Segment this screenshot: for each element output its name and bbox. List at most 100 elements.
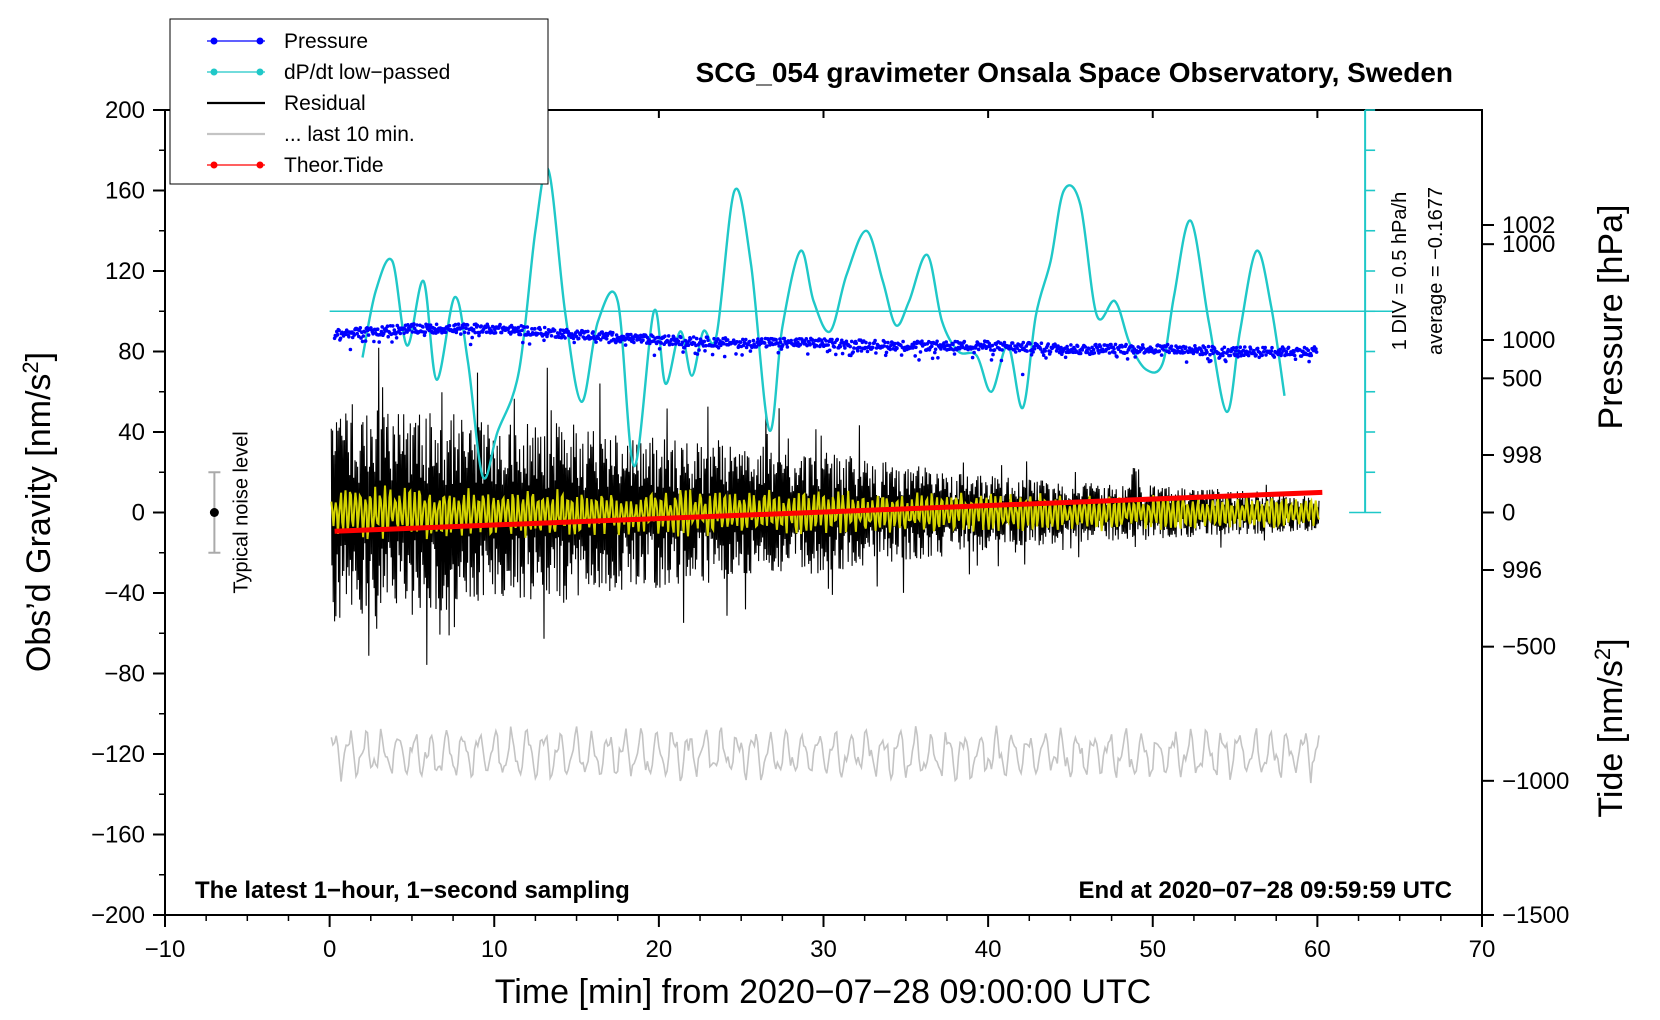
pressure-point	[377, 340, 382, 344]
pressure-point	[1234, 345, 1239, 350]
pressure-tick-label: 998	[1502, 442, 1542, 469]
legend-entries: Pressure dP/dt low−passed Residual ... last…	[207, 30, 450, 177]
pressure-point	[882, 344, 886, 348]
pressure-point	[1192, 350, 1196, 354]
pressure-point	[796, 340, 800, 345]
x-tick-label: 0	[323, 936, 336, 963]
dpdt-line	[361, 166, 1286, 480]
pressure-point	[722, 341, 726, 346]
pressure-point	[914, 345, 918, 350]
pressure-point	[1124, 342, 1128, 347]
residual-series	[330, 347, 1320, 665]
pressure-point	[422, 333, 427, 338]
pressure-point	[827, 348, 832, 353]
pressure-point	[1293, 357, 1298, 362]
pressure-point	[456, 322, 461, 327]
pressure-point	[614, 333, 619, 337]
pressure-point	[681, 350, 685, 354]
pressure-point	[1039, 341, 1044, 346]
pressure-point	[1216, 351, 1221, 355]
pressure-point	[777, 344, 781, 348]
pressure-point	[1087, 347, 1091, 351]
pressure-point	[694, 336, 699, 341]
pressure-point	[1243, 345, 1247, 349]
pressure-point	[477, 333, 481, 338]
pressure-point	[386, 334, 391, 339]
pressure-point	[461, 325, 465, 330]
pressure-tick-label: 1000	[1502, 327, 1555, 354]
pressure-point	[1254, 353, 1258, 357]
pressure-point	[1091, 347, 1096, 352]
pressure-point	[1106, 346, 1111, 351]
pressure-tick-label: 996	[1502, 557, 1542, 584]
dpdt-series	[361, 166, 1286, 480]
pressure-point	[1224, 359, 1228, 364]
pressure-point	[434, 322, 439, 327]
pressure-point	[360, 339, 365, 344]
pressure-point	[848, 344, 852, 349]
pressure-point	[884, 350, 889, 355]
pressure-point	[407, 328, 412, 332]
pressure-point	[680, 340, 685, 345]
pressure-point	[830, 337, 834, 342]
pressure-point	[744, 337, 748, 342]
pressure-point	[1069, 343, 1073, 347]
pressure-point	[563, 336, 567, 340]
residual-smoothed-series	[330, 485, 1320, 540]
legend-label: dP/dt low−passed	[284, 61, 450, 84]
pressure-point	[991, 352, 995, 357]
pressure-point	[536, 331, 540, 336]
pressure-point	[352, 333, 357, 337]
pressure-axis-title: Pressure [hPa]	[1592, 205, 1630, 430]
pressure-point	[1221, 350, 1226, 355]
pressure-point	[970, 355, 975, 360]
theor-tide-line	[334, 489, 1323, 534]
tide-tick-label: 500	[1502, 365, 1542, 392]
pressure-point	[1044, 356, 1048, 360]
x-axis-title: Time [min] from 2020−07−28 09:00:00 UTC	[495, 973, 1151, 1011]
pressure-point	[1029, 353, 1034, 357]
pressure-point	[428, 326, 432, 330]
pressure-point	[815, 344, 819, 348]
pressure-point	[491, 325, 496, 329]
pressure-point	[618, 339, 623, 344]
pressure-point	[402, 331, 406, 336]
pressure-point	[631, 337, 635, 342]
pressure-point	[1209, 348, 1214, 353]
pressure-point	[778, 340, 783, 345]
pressure-point	[1000, 348, 1004, 352]
pressure-point	[1252, 348, 1256, 353]
pressure-point	[843, 346, 847, 350]
pressure-point	[604, 337, 609, 341]
pressure-point	[933, 350, 937, 355]
gravity-tick-label: 120	[105, 258, 145, 285]
pressure-point	[871, 345, 875, 350]
pressure-point	[1140, 343, 1145, 347]
pressure-point	[944, 340, 948, 344]
pressure-point	[712, 336, 716, 341]
pressure-point	[936, 356, 940, 360]
residual-smoothed-line	[330, 485, 1320, 540]
x-tick-label: 20	[646, 936, 673, 963]
pressure-point	[810, 338, 815, 342]
pressure-point	[1272, 355, 1277, 359]
pressure-point	[493, 331, 498, 335]
pressure-point	[1021, 340, 1026, 345]
chart-title: SCG_054 gravimeter Onsala Space Observat…	[696, 57, 1453, 88]
pressure-point	[952, 352, 957, 356]
pressure-point	[765, 344, 769, 348]
pressure-point	[390, 340, 394, 344]
pressure-point	[868, 341, 872, 346]
pressure-point	[1282, 347, 1286, 351]
pressure-point	[794, 337, 799, 342]
pressure-point	[525, 325, 530, 329]
tide-tick-label: −500	[1502, 634, 1556, 661]
pressure-point	[888, 347, 892, 352]
pressure-point	[462, 330, 467, 335]
tide-axis-title: Tide [nm/s2]	[1590, 638, 1630, 817]
pressure-point	[806, 352, 810, 356]
pressure-point	[454, 330, 459, 335]
pressure-point	[545, 334, 549, 339]
pressure-point	[1246, 353, 1251, 358]
pressure-point	[670, 342, 675, 347]
